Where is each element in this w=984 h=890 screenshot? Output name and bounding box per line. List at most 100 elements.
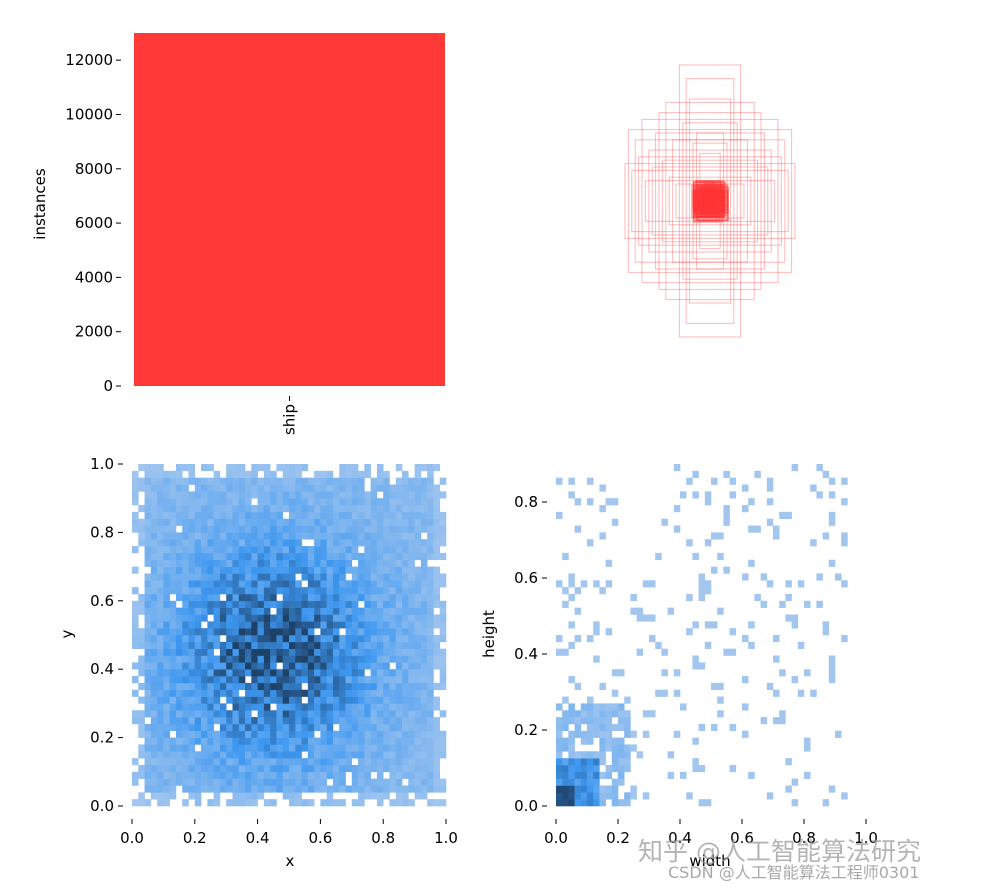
- xy-cell: [301, 477, 309, 485]
- xy-cell: [263, 573, 271, 581]
- xy-cell: [276, 676, 284, 684]
- xy-cell: [188, 607, 196, 615]
- wh-cell: [593, 799, 600, 807]
- xy-cell: [339, 744, 346, 752]
- xy-cell: [157, 771, 164, 779]
- wh-cell: [773, 525, 780, 533]
- xy-cell: [163, 641, 170, 649]
- xy-cell: [326, 710, 334, 718]
- xy-cell: [132, 566, 139, 574]
- xy-cell: [144, 498, 152, 506]
- xy-cell: [307, 518, 315, 526]
- xy-cell: [276, 491, 284, 499]
- xy-cell: [345, 682, 353, 691]
- wh-cell: [729, 628, 737, 636]
- xy-cell: [245, 717, 252, 725]
- wh-cell: [580, 580, 588, 588]
- xy-cell: [276, 614, 284, 622]
- xy-cell: [263, 505, 271, 513]
- xy-cell: [157, 498, 164, 506]
- xy-cell: [320, 559, 327, 567]
- xy-cell: [270, 744, 277, 752]
- wh-cell: [587, 635, 594, 643]
- y-axis-label-instances: instances: [31, 168, 49, 240]
- xy-cell: [383, 539, 390, 547]
- xy-cell: [307, 751, 315, 759]
- wh-cell: [562, 792, 569, 800]
- xy-cell: [295, 518, 302, 526]
- xy-cell: [213, 525, 221, 533]
- xy-cell: [370, 552, 378, 561]
- xy-cell: [358, 505, 365, 513]
- xy-cell: [358, 484, 365, 492]
- wh-cell: [742, 676, 749, 684]
- y-tick-label-0.6: 0.6: [514, 569, 538, 587]
- xy-cell: [150, 641, 158, 649]
- xy-cell: [245, 593, 252, 602]
- xy-cell: [144, 600, 152, 608]
- xy-cell: [420, 771, 428, 779]
- xy-cell: [282, 484, 290, 492]
- xy-cell: [194, 689, 202, 697]
- xy-cell: [314, 785, 321, 793]
- xy-cell: [157, 566, 164, 574]
- xy-cell: [420, 778, 428, 786]
- xy-cell: [395, 785, 403, 793]
- wh-cell: [804, 744, 811, 752]
- wh-cell: [568, 717, 575, 725]
- xy-cell: [289, 751, 296, 759]
- xy-cell: [175, 696, 183, 704]
- xy-cell: [163, 717, 170, 725]
- xy-cell: [232, 477, 240, 485]
- xy-cell: [376, 758, 384, 766]
- xy-cell: [408, 518, 415, 526]
- xy-cell: [157, 600, 164, 608]
- xy-cell: [201, 539, 208, 547]
- wh-cell: [618, 771, 625, 779]
- xy-cell: [439, 491, 447, 499]
- xy-cell: [150, 771, 158, 779]
- xy-cell: [169, 635, 177, 643]
- xy-cell: [295, 744, 302, 752]
- xy-cell: [376, 676, 384, 684]
- wh-cell: [587, 723, 594, 732]
- xy-cell: [232, 525, 240, 533]
- xy-cell: [219, 758, 227, 766]
- xy-cell: [219, 498, 227, 506]
- xy-cell: [213, 635, 221, 643]
- xy-cell: [351, 648, 359, 656]
- xy-cell: [150, 491, 158, 499]
- xy-cell: [144, 607, 152, 615]
- xy-cell: [370, 600, 378, 608]
- xy-cell: [232, 484, 240, 492]
- xy-cell: [427, 525, 434, 533]
- xy-cell: [364, 532, 371, 540]
- xy-cell: [339, 505, 346, 513]
- xy-cell: [201, 669, 208, 677]
- xy-cell: [370, 607, 378, 615]
- xy-cell: [289, 785, 296, 793]
- xy-cell: [376, 764, 384, 773]
- xy-cell: [326, 539, 334, 547]
- xy-cell: [270, 539, 277, 547]
- xy-cell: [251, 723, 258, 732]
- xy-cell: [295, 621, 302, 629]
- xy-cell: [351, 689, 359, 697]
- xy-cell: [408, 477, 415, 485]
- xy-cell: [213, 703, 221, 711]
- xy-cell: [408, 525, 415, 533]
- xy-cell: [358, 723, 365, 732]
- wh-cell: [593, 703, 600, 711]
- xy-cell: [395, 744, 403, 752]
- xy-cell: [370, 655, 378, 663]
- wh-cell: [711, 621, 718, 629]
- xy-cell: [301, 593, 309, 602]
- xy-cell: [263, 771, 271, 779]
- xy-cell: [163, 792, 170, 800]
- xy-cell: [395, 614, 403, 622]
- xy-cell: [289, 655, 296, 663]
- xy-cell: [289, 546, 296, 554]
- xy-cell: [358, 566, 365, 574]
- xy-cell: [314, 703, 321, 711]
